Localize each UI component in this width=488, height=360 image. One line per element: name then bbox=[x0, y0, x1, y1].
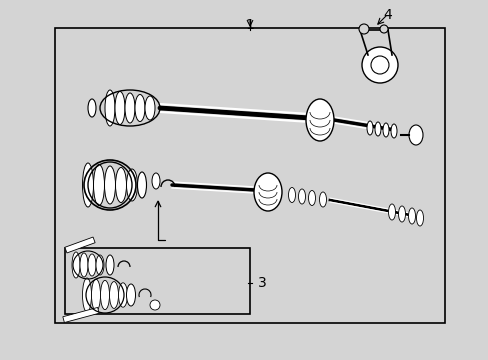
Ellipse shape bbox=[374, 122, 380, 136]
Ellipse shape bbox=[91, 279, 101, 311]
Circle shape bbox=[358, 24, 368, 34]
Ellipse shape bbox=[253, 173, 282, 211]
Text: 2: 2 bbox=[163, 252, 172, 266]
Ellipse shape bbox=[398, 206, 405, 222]
Circle shape bbox=[150, 300, 160, 310]
Ellipse shape bbox=[407, 208, 415, 224]
Ellipse shape bbox=[382, 123, 388, 137]
Ellipse shape bbox=[88, 254, 96, 276]
Ellipse shape bbox=[390, 124, 396, 138]
Ellipse shape bbox=[288, 188, 295, 202]
Text: 3: 3 bbox=[258, 276, 266, 290]
Ellipse shape bbox=[96, 255, 104, 275]
Ellipse shape bbox=[387, 204, 395, 220]
Ellipse shape bbox=[115, 167, 126, 202]
Text: 4: 4 bbox=[383, 8, 391, 22]
Ellipse shape bbox=[126, 169, 137, 201]
Ellipse shape bbox=[105, 90, 115, 126]
Ellipse shape bbox=[72, 252, 80, 278]
Ellipse shape bbox=[416, 210, 423, 226]
Ellipse shape bbox=[106, 255, 114, 275]
Ellipse shape bbox=[88, 99, 96, 117]
Text: 1: 1 bbox=[245, 18, 254, 32]
Ellipse shape bbox=[82, 278, 91, 312]
Ellipse shape bbox=[366, 121, 372, 135]
Ellipse shape bbox=[101, 280, 109, 310]
Ellipse shape bbox=[408, 125, 422, 145]
Ellipse shape bbox=[82, 163, 93, 207]
Ellipse shape bbox=[152, 173, 160, 189]
Ellipse shape bbox=[93, 165, 104, 206]
Ellipse shape bbox=[145, 96, 155, 120]
Circle shape bbox=[361, 47, 397, 83]
Ellipse shape bbox=[137, 172, 146, 198]
Ellipse shape bbox=[125, 93, 135, 123]
Ellipse shape bbox=[319, 192, 326, 207]
Polygon shape bbox=[63, 307, 99, 323]
Ellipse shape bbox=[115, 91, 125, 125]
Bar bbox=[55, 28, 444, 323]
Ellipse shape bbox=[80, 253, 88, 277]
Ellipse shape bbox=[305, 99, 333, 141]
Bar bbox=[65, 248, 249, 314]
Ellipse shape bbox=[104, 166, 115, 204]
Circle shape bbox=[379, 25, 387, 33]
Ellipse shape bbox=[118, 283, 127, 307]
Ellipse shape bbox=[298, 189, 305, 204]
Ellipse shape bbox=[126, 284, 135, 306]
Polygon shape bbox=[65, 237, 95, 253]
Ellipse shape bbox=[135, 95, 145, 122]
Ellipse shape bbox=[109, 282, 118, 309]
Ellipse shape bbox=[308, 190, 315, 206]
